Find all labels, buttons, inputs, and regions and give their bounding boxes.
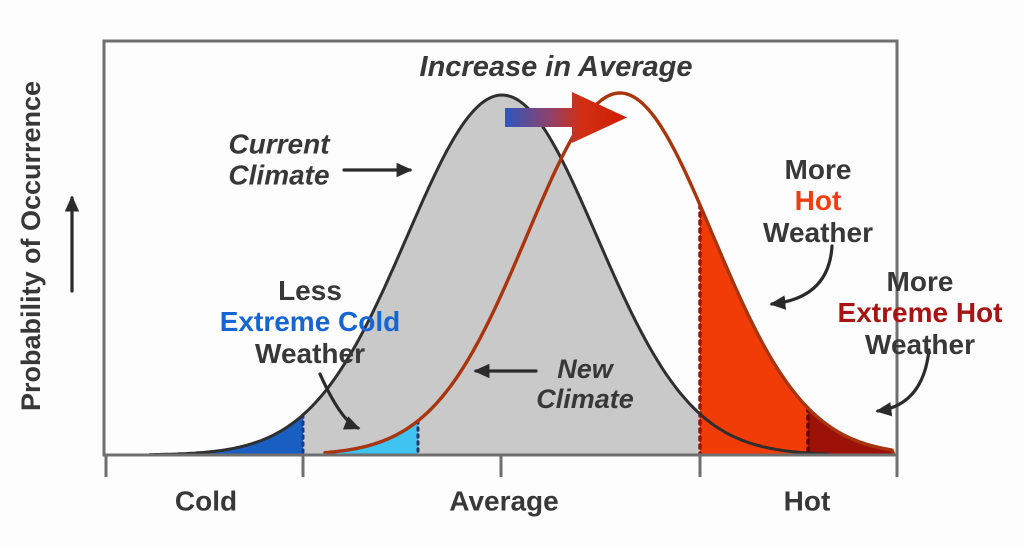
more-extreme-hot-label: More Extreme Hot Weather: [838, 266, 1003, 360]
less-extreme-cold-pointer-arrow-icon: [318, 372, 361, 430]
new-climate-label-line1: New: [557, 353, 613, 384]
less-extreme-cold-label-line3: Weather: [255, 337, 365, 369]
more-extreme-hot-label-line2: Extreme Hot: [837, 297, 1003, 329]
x-tick-label-hot: Hot: [783, 485, 831, 517]
current-climate-label: Current Climate: [228, 129, 329, 192]
x-tick-label-cold: Cold: [174, 485, 238, 517]
more-extreme-hot-label-line3: Weather: [865, 328, 975, 360]
more-hot-label-line3: Weather: [763, 216, 873, 248]
x-axis-ticks: [104, 455, 899, 477]
more-hot-pointer-arrow-icon: [769, 244, 834, 310]
more-hot-label: More Hot Weather: [763, 154, 873, 248]
more-extreme-hot-pointer-arrow-icon: [875, 348, 931, 417]
less-extreme-cold-region: [325, 420, 418, 455]
more-extreme-hot-region: [808, 408, 894, 455]
more-hot-label-line1: More: [784, 153, 852, 185]
current-climate-label-line1: Current: [228, 128, 330, 160]
more-hot-label-line2: Hot: [794, 185, 842, 217]
shift-right-arrow-icon: [505, 92, 627, 143]
current-climate-curve: [148, 93, 831, 457]
extreme-cold-region: [150, 414, 303, 455]
diagram-title: Increase in Average: [419, 50, 693, 83]
less-extreme-cold-label-line2: Extreme Cold: [219, 306, 401, 338]
y-axis-title: Probability of Occurrence: [15, 80, 46, 412]
new-climate-curve: [323, 91, 896, 456]
new-climate-label-line2: Climate: [536, 384, 634, 414]
new-climate-label: New Climate: [536, 354, 634, 414]
more-extreme-hot-label-line1: More: [886, 265, 954, 297]
less-extreme-cold-label-line1: Less: [278, 274, 342, 306]
less-extreme-cold-label: Less Extreme Cold Weather: [220, 275, 401, 369]
x-tick-label-average: Average: [449, 485, 559, 517]
current-climate-label-line2: Climate: [228, 160, 330, 191]
